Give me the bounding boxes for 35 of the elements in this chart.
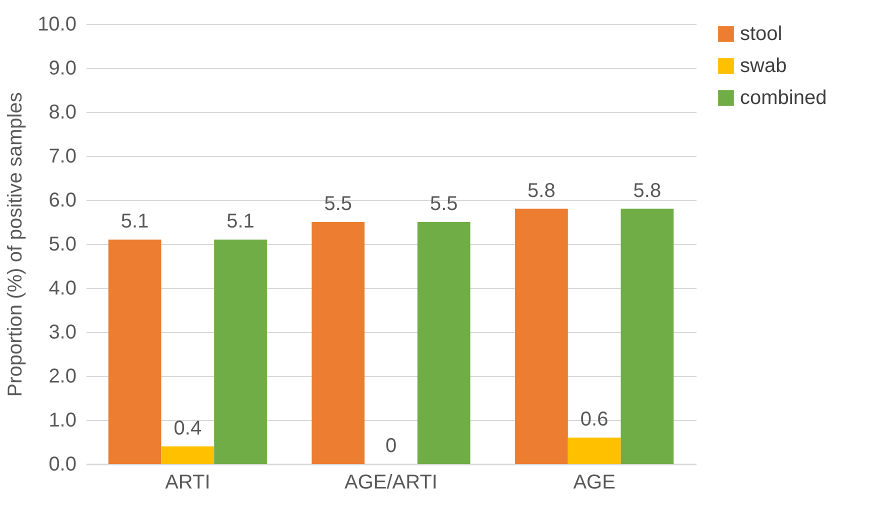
x-tick-label: AGE/ARTI (344, 472, 438, 494)
y-tick-label: 9.0 (48, 58, 76, 80)
y-tick-label: 0.0 (48, 454, 76, 476)
bar (108, 240, 162, 464)
y-tick-label: 6.0 (48, 190, 76, 212)
bar (312, 222, 365, 464)
y-tick-label: 10.0 (38, 14, 76, 36)
legend-label: combined (740, 87, 827, 109)
legend-label: stool (740, 23, 782, 45)
data-label: 5.5 (430, 193, 458, 215)
data-label: 5.8 (633, 180, 662, 202)
data-label: 0.4 (174, 417, 202, 440)
legend-label: swab (740, 55, 787, 77)
bar (161, 446, 214, 464)
y-tick-label: 3.0 (48, 322, 76, 344)
data-label: 5.8 (528, 180, 556, 202)
data-label: 0.6 (580, 408, 608, 431)
data-label: 5.1 (226, 210, 254, 233)
y-tick-label: 8.0 (48, 102, 76, 124)
y-tick-label: 5.0 (48, 234, 76, 256)
y-tick-label: 4.0 (48, 278, 76, 300)
bar (515, 208, 568, 464)
x-tick-label: ARTI (165, 472, 210, 494)
bar (417, 222, 470, 464)
y-tick-label: 2.0 (48, 366, 76, 388)
y-tick-label: 7.0 (48, 146, 76, 168)
y-tick-label: 1.0 (48, 410, 76, 432)
data-label: 5.1 (120, 210, 149, 233)
data-label: 5.5 (324, 193, 352, 215)
x-tick-label: AGE (573, 472, 616, 494)
bar (214, 240, 267, 464)
bar (568, 438, 621, 464)
y-axis-title: Proportion (%) of positive samples (4, 92, 27, 397)
data-label: 0 (385, 435, 397, 457)
bar (620, 208, 674, 464)
